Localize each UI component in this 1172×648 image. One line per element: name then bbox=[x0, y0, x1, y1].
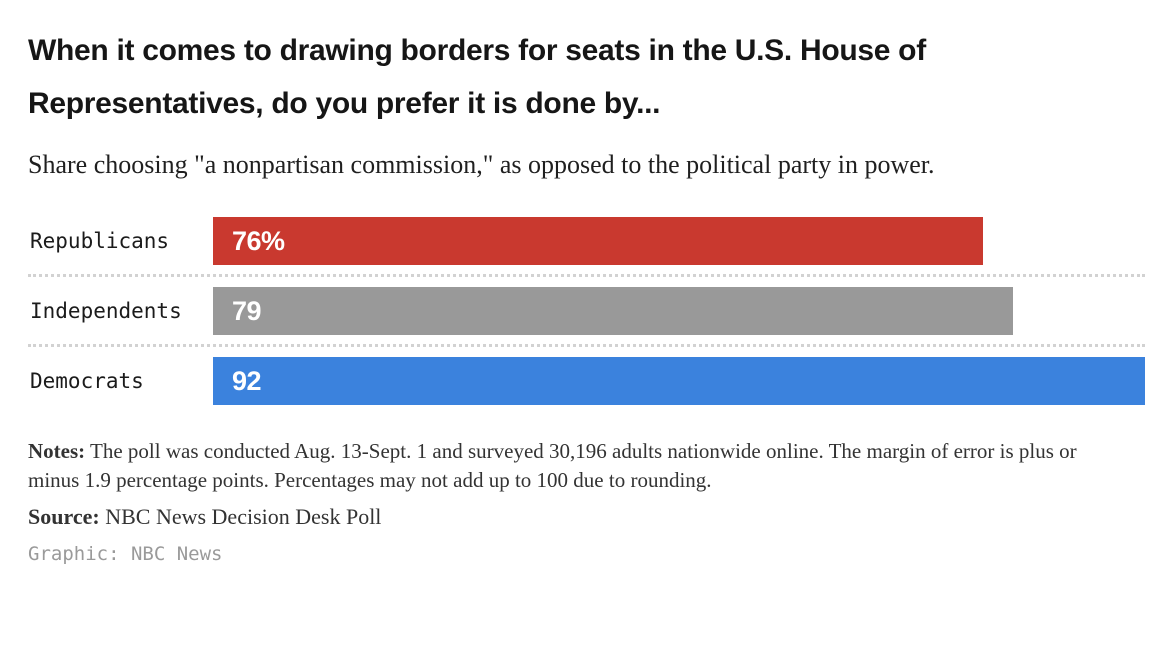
chart-title: When it comes to drawing borders for sea… bbox=[28, 34, 926, 120]
bar-fill: 92 bbox=[213, 357, 1145, 405]
notes-body: The poll was conducted Aug. 13-Sept. 1 a… bbox=[28, 439, 1077, 492]
bar-row-independents: Independents 79 bbox=[28, 287, 1145, 335]
source-text: Source: NBC News Decision Desk Poll bbox=[28, 502, 1145, 532]
category-label: Democrats bbox=[30, 369, 144, 393]
bar-track: 92 bbox=[213, 357, 1145, 405]
bar-fill: 79 bbox=[213, 287, 1014, 335]
row-divider bbox=[28, 344, 1145, 347]
notes-label: Notes: bbox=[28, 439, 86, 463]
source-label: Source: bbox=[28, 504, 100, 529]
bar-chart: Republicans 76% Independents 79 Democrat… bbox=[28, 217, 1145, 405]
row-divider bbox=[28, 274, 1145, 277]
bar-value-label: 79 bbox=[232, 295, 262, 326]
bar-fill: 76% bbox=[213, 217, 983, 265]
graphic-credit: Graphic: NBC News bbox=[28, 543, 223, 565]
bar-row-republicans: Republicans 76% bbox=[28, 217, 1145, 265]
category-label: Independents bbox=[30, 299, 182, 323]
chart-subtitle: Share choosing "a nonpartisan commission… bbox=[28, 150, 935, 179]
bar-value-label: 76% bbox=[232, 225, 285, 256]
bar-value-label: 92 bbox=[232, 365, 262, 396]
chart-footer: Notes: The poll was conducted Aug. 13-Se… bbox=[28, 437, 1145, 565]
source-body: NBC News Decision Desk Poll bbox=[99, 504, 382, 529]
category-label: Republicans bbox=[30, 229, 170, 253]
bar-track: 79 bbox=[213, 287, 1145, 335]
bar-track: 76% bbox=[213, 217, 1145, 265]
bar-row-democrats: Democrats 92 bbox=[28, 357, 1145, 405]
notes-text: Notes: The poll was conducted Aug. 13-Se… bbox=[28, 437, 1103, 495]
